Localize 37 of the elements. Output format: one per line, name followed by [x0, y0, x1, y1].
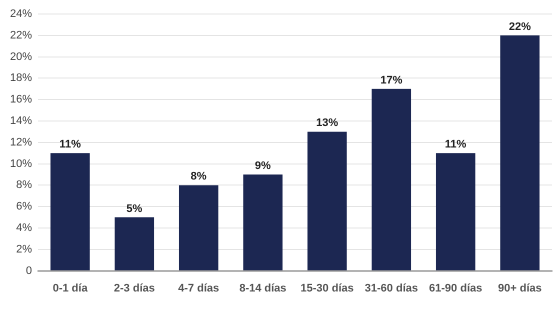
y-tick-label: 12% [10, 136, 32, 148]
y-tick-label: 18% [10, 72, 32, 84]
y-tick-label: 16% [10, 94, 32, 106]
y-tick-label: 10% [10, 158, 32, 170]
y-tick-label: 0 [26, 264, 32, 277]
data-label: 9% [254, 160, 272, 172]
data-label: 17% [380, 74, 403, 86]
x-tick-label: 0-1 día [52, 282, 88, 294]
x-tick-label: 2-3 días [114, 282, 155, 294]
y-tick-label: 20% [10, 50, 32, 63]
data-label: 11% [59, 138, 82, 151]
data-label: 22% [508, 20, 532, 33]
bar [500, 35, 540, 270]
x-tick-label: 8-14 días [239, 282, 286, 294]
y-tick-label: 22% [10, 29, 32, 42]
bar [243, 174, 283, 270]
x-tick-label: 31-60 días [364, 282, 418, 294]
data-label: 13% [316, 117, 338, 130]
data-label: 8% [190, 170, 207, 183]
x-tick-label: 90+ días [498, 282, 542, 294]
y-tick-label: 24% [10, 8, 32, 20]
data-label: 5% [126, 202, 143, 215]
x-tick-label: 4-7 días [178, 282, 220, 294]
bar [50, 153, 90, 270]
y-tick-label: 4% [16, 222, 32, 234]
y-tick-label: 2% [16, 243, 32, 256]
y-tick-label: 14% [10, 115, 32, 128]
y-tick-label: 6% [16, 200, 32, 213]
data-label: 11% [444, 138, 467, 151]
x-tick-label: 15-30 días [300, 282, 354, 294]
y-tick-label: 8% [16, 179, 32, 192]
bar [307, 132, 347, 270]
bar [114, 217, 154, 270]
bar [178, 185, 218, 270]
bar [372, 88, 412, 270]
x-tick-label: 61-90 días [429, 282, 482, 294]
bar [436, 153, 476, 270]
